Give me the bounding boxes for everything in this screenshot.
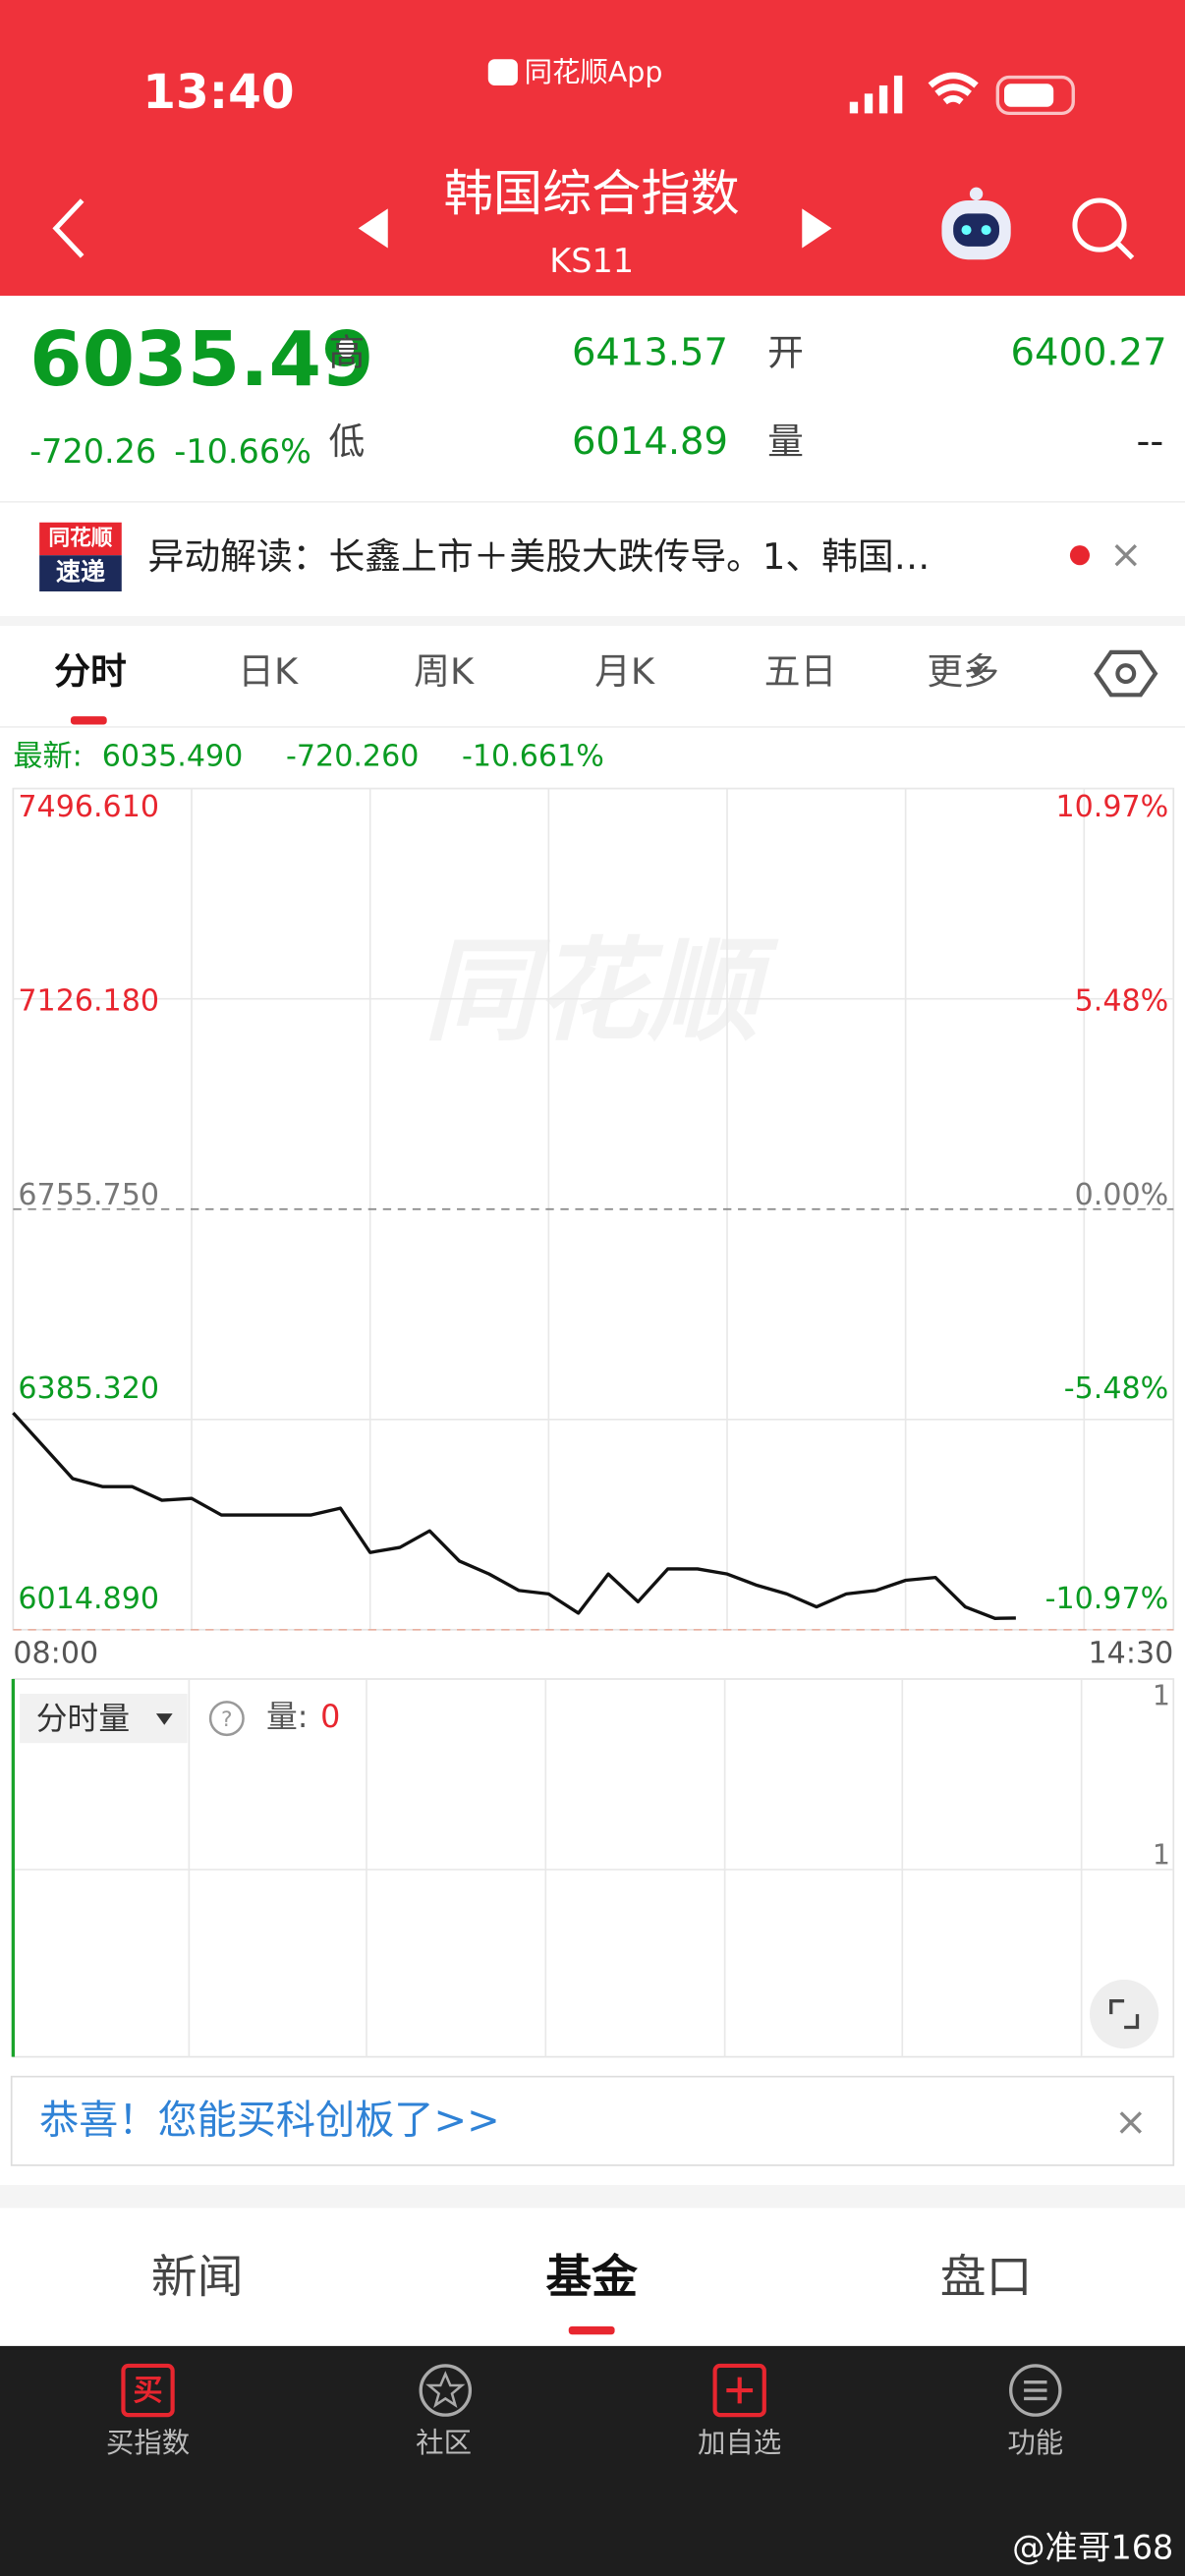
label: 开 — [767, 332, 804, 374]
divider — [0, 501, 1185, 503]
more-caret — [969, 666, 984, 677]
open-value: 6400.27 — [1011, 331, 1167, 375]
y-tick-label: 6755.750 — [18, 1178, 159, 1212]
tab[interactable]: 日K — [238, 650, 299, 693]
label: 低 — [329, 420, 366, 463]
y2-tick-label: -5.48% — [1064, 1372, 1168, 1406]
y-tick-label: 7496.610 — [18, 790, 159, 824]
status-app: 同花顺App — [525, 56, 663, 88]
nav-icon: 买 — [121, 2363, 175, 2418]
y2-tick-label: -10.97% — [1045, 1582, 1169, 1616]
y2-tick-label: 0.00% — [1075, 1178, 1169, 1212]
gap — [0, 2185, 1185, 2209]
header-title: 韩国综合指数 — [444, 164, 740, 222]
nav-label[interactable]: 买指数 — [106, 2427, 190, 2459]
gap — [0, 616, 1185, 627]
volume-value: -- — [1136, 420, 1163, 464]
help-icon[interactable] — [208, 1701, 245, 1737]
divider — [0, 726, 1185, 728]
x-tick-label: 08:00 — [13, 1636, 98, 1670]
nav-bar — [0, 2345, 1185, 2576]
tab[interactable]: 分时 — [54, 650, 127, 693]
settings-button[interactable] — [1094, 649, 1158, 698]
volume-bar — [11, 1678, 16, 2057]
volume-count: 0 — [320, 1700, 340, 1735]
prev-button[interactable] — [358, 208, 388, 249]
tab[interactable]: 月K — [594, 650, 655, 693]
section-tab[interactable]: 基金 — [545, 2252, 638, 2305]
banner[interactable] — [10, 2075, 1175, 2166]
signal-icon — [849, 75, 903, 114]
nav-icon — [712, 2363, 766, 2418]
y-tick-label: 6385.320 — [18, 1372, 159, 1406]
svg-text:买: 买 — [133, 2374, 162, 2408]
volume-label: 量: — [266, 1700, 308, 1735]
label: 高 — [329, 332, 366, 374]
wifi-icon — [928, 72, 979, 105]
volume-selector-text: 分时量 — [36, 1702, 130, 1737]
volume-tick: 1 — [1153, 1839, 1170, 1872]
banner-close[interactable] — [1119, 2111, 1143, 2134]
news-badge-bottom: 速递 — [56, 558, 105, 587]
tab[interactable]: 周K — [414, 650, 475, 693]
section-tab[interactable]: 新闻 — [151, 2252, 244, 2305]
tab-indicator — [70, 716, 107, 725]
y-tick-label: 7126.180 — [18, 984, 159, 1019]
y2-tick-label: 10.97% — [1056, 790, 1169, 824]
latest-pct: -10.661% — [462, 739, 604, 773]
x-tick-label: 14:30 — [1089, 1636, 1174, 1670]
header-code: KS11 — [549, 242, 634, 280]
nav-label[interactable]: 加自选 — [698, 2427, 781, 2459]
settings-dot — [1115, 663, 1137, 685]
selector-caret — [155, 1713, 173, 1725]
next-button[interactable] — [802, 208, 832, 249]
chart-watermark: 同花顺 — [424, 925, 779, 1056]
robot-button[interactable] — [941, 187, 1011, 260]
volume-tick: 1 — [1153, 1679, 1170, 1711]
change: -720.26 — [29, 432, 156, 471]
battery-icon — [995, 75, 1075, 116]
y2-tick-label: 5.48% — [1075, 984, 1169, 1019]
latest-label: 最新: — [13, 739, 82, 773]
status-time: 13:40 — [142, 65, 294, 120]
app-icon — [487, 59, 518, 85]
label: 量 — [767, 420, 804, 463]
high-value: 6413.57 — [572, 331, 728, 375]
expand-button[interactable] — [1089, 1979, 1159, 2049]
price: 6035.49 — [29, 316, 373, 404]
news-dot — [1069, 545, 1090, 566]
price-line — [12, 1411, 1016, 1620]
nav-icon — [1009, 2364, 1062, 2417]
change-pct: -10.66% — [174, 432, 311, 471]
close-button[interactable] — [1114, 543, 1138, 567]
tab[interactable]: 五日 — [764, 650, 837, 693]
search-button[interactable] — [1072, 197, 1135, 260]
volume-selector[interactable] — [20, 1694, 188, 1744]
battery-level — [1004, 84, 1054, 107]
back-button[interactable] — [52, 198, 85, 258]
latest-change: -720.260 — [286, 739, 419, 773]
nav-label[interactable]: 功能 — [1007, 2427, 1063, 2459]
low-value: 6014.89 — [572, 420, 728, 464]
latest-price: 6035.490 — [102, 739, 244, 773]
section-tab[interactable]: 盘口 — [940, 2252, 1033, 2305]
banner-text: 恭喜！您能买科创板了>> — [39, 2098, 500, 2143]
nav-label[interactable]: 社区 — [416, 2427, 472, 2459]
news-badge-top: 同花顺 — [48, 525, 112, 550]
watermark: @准哥168 — [1012, 2529, 1173, 2567]
volume-grid — [13, 1678, 1174, 2057]
y-tick-label: 6014.890 — [18, 1582, 159, 1616]
help-mark: ? — [221, 1708, 233, 1732]
section-indicator — [568, 2325, 615, 2335]
nav-icon — [419, 2364, 473, 2417]
news-text[interactable]: 异动解读：长鑫上市＋美股大跌传导。1、韩国… — [148, 535, 931, 578]
tab[interactable]: 更多 — [927, 650, 999, 693]
news-badge — [39, 522, 122, 591]
